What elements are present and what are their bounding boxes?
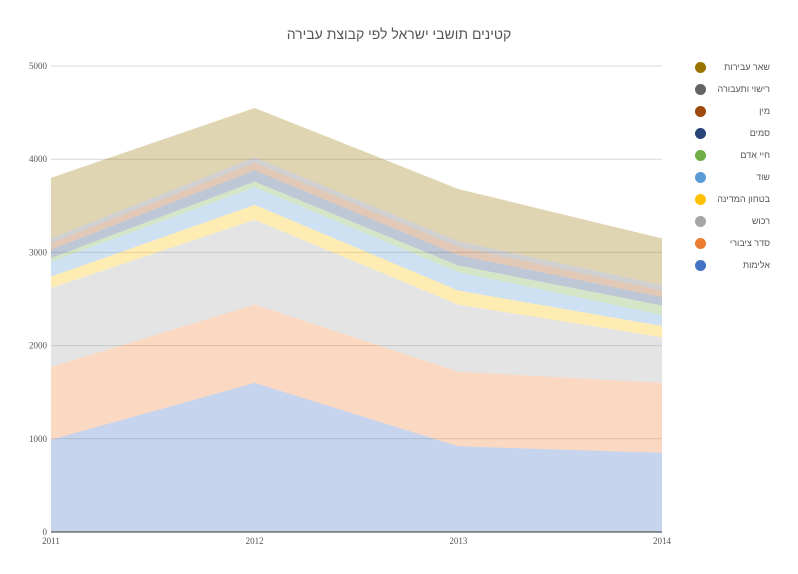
x-tick-label-0: 2011 xyxy=(42,536,60,546)
legend-label: רישוי ותעבורה xyxy=(718,84,771,94)
legend-swatch xyxy=(695,260,706,271)
legend-item[interactable]: סמים xyxy=(695,128,770,139)
x-tick-label-3: 2014 xyxy=(653,536,672,546)
area-series-8 xyxy=(51,157,662,291)
legend-label: רכוש xyxy=(752,216,770,226)
legend-label: בטחון המדינה xyxy=(717,194,770,204)
legend-item[interactable]: אלימות xyxy=(695,260,770,271)
legend-item[interactable]: מין xyxy=(695,106,770,117)
area-series-0 xyxy=(51,382,662,532)
y-tick-label-1: 1000 xyxy=(29,434,48,444)
legend-item[interactable]: רישוי ותעבורה xyxy=(695,84,770,95)
legend-label: חיי אדם xyxy=(740,150,770,160)
legend-swatch xyxy=(695,84,706,95)
y-tick-label-3: 3000 xyxy=(29,247,48,257)
legend-label: סמים xyxy=(750,128,770,138)
legend-item[interactable]: סדר ציבורי xyxy=(695,238,770,249)
legend-item[interactable]: שוד xyxy=(695,172,770,183)
legend-swatch xyxy=(695,62,706,73)
legend-swatch xyxy=(695,106,706,117)
legend-swatch xyxy=(695,128,706,139)
legend-swatch xyxy=(695,238,706,249)
legend-label: מין xyxy=(759,106,770,116)
y-tick-label-0: 0 xyxy=(43,527,48,537)
legend-swatch xyxy=(695,216,706,227)
legend-item[interactable]: חיי אדם xyxy=(695,150,770,161)
legend-label: שוד xyxy=(756,172,770,182)
legend-swatch xyxy=(695,194,706,205)
x-tick-label-1: 2012 xyxy=(246,536,264,546)
legend-label: אלימות xyxy=(743,260,770,270)
area-series-5 xyxy=(51,181,662,315)
legend-label: שאר עבירות xyxy=(724,62,770,72)
y-tick-label-5: 5000 xyxy=(29,61,48,71)
area-series-6 xyxy=(51,170,662,306)
legend-swatch xyxy=(695,150,706,161)
legend-label: סדר ציבורי xyxy=(730,238,770,248)
area-series-1 xyxy=(51,304,662,453)
y-tick-label-4: 4000 xyxy=(29,154,48,164)
area-series-7 xyxy=(51,162,662,298)
area-series-3 xyxy=(51,204,662,338)
legend-item[interactable]: בטחון המדינה xyxy=(695,194,771,205)
legend-swatch xyxy=(695,172,706,183)
y-tick-label-2: 2000 xyxy=(29,341,48,351)
legend-item[interactable]: רכוש xyxy=(695,216,770,227)
legend-item[interactable]: שאר עבירות xyxy=(695,62,770,73)
chart-title: קטינים תושבי ישראל לפי קבוצת עבירה xyxy=(286,26,512,42)
area-series-2 xyxy=(51,219,662,383)
area-series-9 xyxy=(51,107,662,286)
area-series-4 xyxy=(51,187,662,327)
x-tick-label-2: 2013 xyxy=(449,536,468,546)
